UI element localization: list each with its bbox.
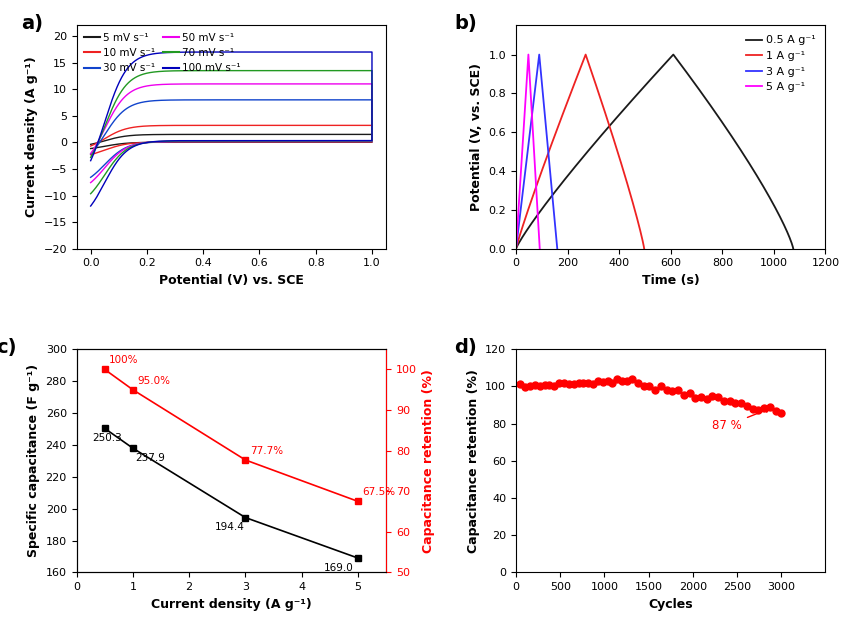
Line: 1 A g⁻¹: 1 A g⁻¹: [516, 55, 644, 249]
0.5 A g⁻¹: [567, 167, 577, 174]
Text: 250.3: 250.3: [93, 433, 122, 443]
Text: 87 %: 87 %: [712, 408, 770, 432]
1 A g⁻¹: [511, 243, 522, 251]
Y-axis label: Capacitance retention (%): Capacitance retention (%): [422, 369, 436, 553]
Line: 5 A g⁻¹: 5 A g⁻¹: [516, 55, 540, 249]
0.5 A g⁻¹: [592, 137, 603, 144]
3 A g⁻¹: [552, 245, 563, 252]
0.5 A g⁻¹: [729, 136, 740, 144]
1 A g⁻¹: [629, 202, 639, 209]
Text: 100%: 100%: [109, 356, 139, 365]
Y-axis label: Potential (V, vs. SCE): Potential (V, vs. SCE): [470, 63, 483, 211]
X-axis label: Potential (V) vs. SCE: Potential (V) vs. SCE: [159, 274, 304, 287]
Y-axis label: Capacitance retention (%): Capacitance retention (%): [466, 369, 480, 553]
1 A g⁻¹: [621, 176, 631, 184]
Legend: 5 mV s⁻¹, 10 mV s⁻¹, 30 mV s⁻¹, 50 mV s⁻¹, 70 mV s⁻¹, 100 mV s⁻¹: 5 mV s⁻¹, 10 mV s⁻¹, 30 mV s⁻¹, 50 mV s⁻…: [82, 31, 243, 75]
Line: 3 A g⁻¹: 3 A g⁻¹: [516, 55, 557, 249]
Line: 0.5 A g⁻¹: 0.5 A g⁻¹: [516, 55, 793, 249]
1 A g⁻¹: [594, 90, 604, 98]
X-axis label: Cycles: Cycles: [648, 598, 693, 611]
Text: 237.9: 237.9: [135, 453, 166, 463]
Text: c): c): [0, 338, 17, 357]
1 A g⁻¹: [511, 245, 521, 252]
0.5 A g⁻¹: [668, 51, 678, 59]
Text: 77.7%: 77.7%: [250, 446, 283, 456]
Y-axis label: Specific capacitance (F g⁻¹): Specific capacitance (F g⁻¹): [27, 364, 40, 557]
Text: d): d): [454, 338, 477, 357]
Text: 95.0%: 95.0%: [137, 376, 170, 385]
0.5 A g⁻¹: [654, 67, 664, 74]
1 A g⁻¹: [592, 85, 603, 92]
1 A g⁻¹: [580, 51, 591, 59]
1 A g⁻¹: [639, 245, 649, 252]
Text: b): b): [454, 14, 477, 33]
5 A g⁻¹: [511, 245, 521, 252]
Y-axis label: Current density (A g⁻¹): Current density (A g⁻¹): [25, 57, 37, 218]
X-axis label: Time (s): Time (s): [642, 274, 700, 287]
Legend: 0.5 A g⁻¹, 1 A g⁻¹, 3 A g⁻¹, 5 A g⁻¹: 0.5 A g⁻¹, 1 A g⁻¹, 3 A g⁻¹, 5 A g⁻¹: [741, 31, 820, 97]
0.5 A g⁻¹: [511, 245, 521, 252]
Text: 194.4: 194.4: [214, 522, 244, 532]
Text: a): a): [21, 14, 43, 33]
0.5 A g⁻¹: [788, 245, 798, 252]
0.5 A g⁻¹: [709, 106, 719, 114]
0.5 A g⁻¹: [690, 80, 700, 88]
3 A g⁻¹: [511, 245, 521, 252]
Text: 169.0: 169.0: [324, 563, 354, 573]
1 A g⁻¹: [591, 83, 602, 91]
Text: 67.5%: 67.5%: [363, 487, 396, 497]
5 A g⁻¹: [523, 51, 534, 59]
5 A g⁻¹: [534, 245, 545, 252]
X-axis label: Current density (A g⁻¹): Current density (A g⁻¹): [151, 598, 311, 611]
3 A g⁻¹: [534, 51, 545, 59]
